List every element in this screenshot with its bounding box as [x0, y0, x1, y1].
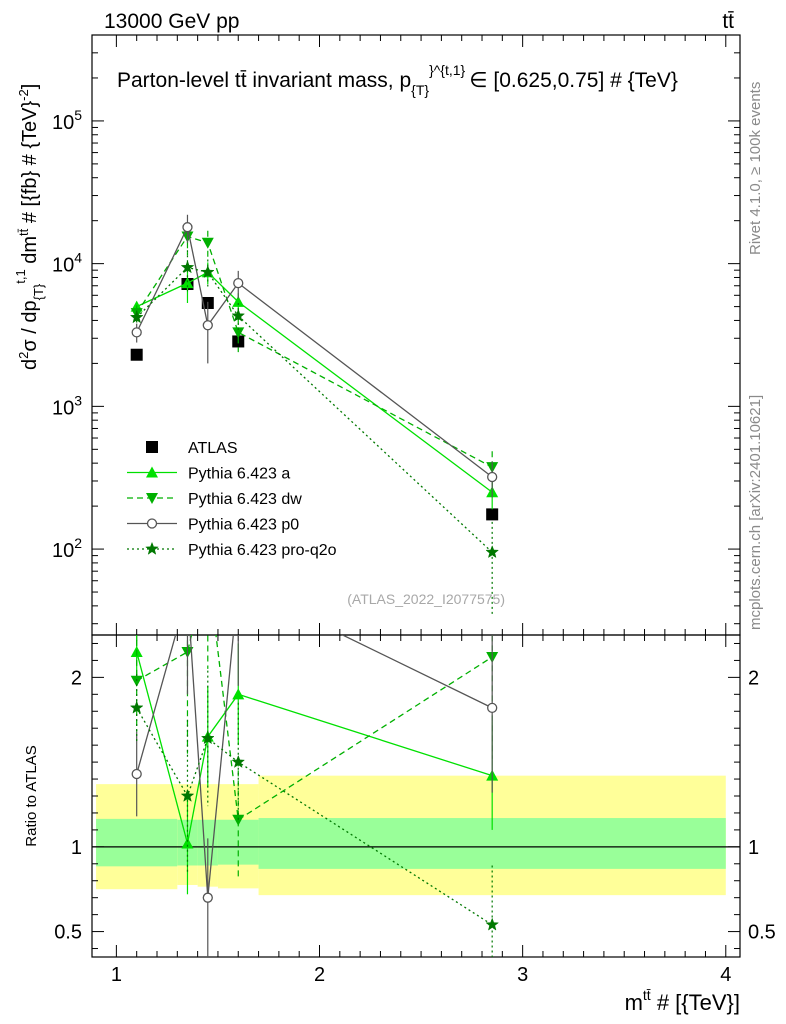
header-right: tt̄	[722, 10, 734, 33]
y-tick-label-ratio: 1	[71, 837, 82, 859]
data-point	[487, 471, 498, 483]
legend-label: Pythia 6.423 pro-q2o	[188, 542, 337, 559]
ratio-point	[131, 768, 142, 780]
y-tick-label-main: 105	[52, 107, 82, 134]
y-tick-label-ratio-right: 1	[748, 837, 759, 859]
data-point	[200, 265, 215, 279]
axes-ticks: 1 2 3 4 102 103 104 105 0.5 0.5 1 1 2 2	[52, 34, 776, 986]
chart-title: Parton-level tt̄ invariant mass, p{T}}^{…	[117, 62, 678, 98]
x-tick-label: 3	[517, 964, 528, 986]
y-tick-label-ratio-right: 0.5	[748, 922, 776, 944]
ratio-point	[234, 580, 243, 589]
y-tick-label-ratio: 0.5	[54, 922, 82, 944]
data-point	[233, 277, 244, 289]
legend-label: ATLAS	[188, 440, 238, 457]
ratio-uncertainty-bands	[92, 775, 740, 896]
series-pythia-6-423-dw	[130, 222, 499, 489]
main-series	[129, 214, 500, 615]
series-atlas	[130, 278, 499, 521]
data-point	[180, 260, 195, 274]
rivet-label: Rivet 4.1.0, ≥ 100k events	[747, 82, 764, 255]
data-point	[131, 327, 142, 338]
ratio-line	[136, 635, 493, 821]
x-tick-label: 4	[720, 964, 731, 986]
ratio-point	[231, 754, 246, 768]
data-point	[201, 237, 214, 249]
legend-label: Pythia 6.423 p0	[188, 517, 299, 534]
series-pythia-6-423-a	[130, 262, 499, 510]
ratio-pythia-6-423-p0	[131, 580, 498, 957]
y-tick-label-ratio: 2	[71, 667, 82, 689]
ratio-series	[129, 562, 500, 957]
y-tick-label-main: 104	[52, 250, 82, 277]
y-tick-label-ratio-right: 2	[748, 667, 759, 689]
x-axis-label: mtt̄ # [{TeV}]	[625, 987, 740, 1015]
legend-marker	[146, 518, 158, 529]
legend-label: Pythia 6.423 a	[188, 466, 290, 483]
band-inner	[96, 818, 178, 867]
ratio-point	[202, 562, 214, 573]
ratio-line	[136, 707, 493, 926]
ratio-point	[232, 814, 245, 826]
data-point	[232, 295, 245, 307]
x-tick-label: 1	[111, 964, 122, 986]
mcplots-label: mcplots.cern.ch [arXiv:2401.10621]	[747, 395, 764, 630]
series-line	[136, 271, 493, 493]
data-point	[130, 348, 143, 361]
legend-label: Pythia 6.423 dw	[188, 491, 302, 508]
ratio-point	[485, 917, 500, 931]
legend-marker	[145, 541, 159, 555]
ratio-point	[181, 837, 194, 849]
legend-marker	[146, 493, 158, 504]
legend: ATLAS Pythia 6.423 a Pythia 6.423 dw Pythia…	[127, 440, 337, 559]
main-y-axis-label: d2σ / dp{T}t,1 dmtt̄ # [{fb} # {TeV}-2]	[13, 84, 46, 370]
ratio-point	[200, 731, 215, 745]
legend-marker	[146, 441, 158, 453]
series-pythia-6-423-p0	[131, 214, 498, 498]
data-point	[231, 308, 246, 322]
x-tick-label: 2	[314, 964, 325, 986]
y-tick-label-main: 103	[52, 392, 82, 419]
data-point	[486, 508, 499, 521]
ratio-pythia-6-423-pro-q2o	[129, 670, 500, 957]
data-point	[232, 327, 245, 339]
ratio-point	[487, 702, 498, 714]
ratio-y-axis-label: Ratio to ATLAS	[23, 745, 40, 846]
ratio-point	[180, 788, 195, 802]
ratio-point	[183, 588, 192, 597]
ratio-point	[130, 675, 143, 687]
ratio-point	[202, 892, 213, 903]
data-point	[129, 310, 144, 324]
analysis-watermark: (ATLAS_2022_I2077575)	[347, 591, 505, 607]
data-point	[485, 545, 500, 559]
series-pythia-6-423-pro-q2o	[129, 250, 500, 615]
legend-marker	[146, 466, 158, 478]
ratio-point	[129, 700, 144, 714]
data-point	[182, 222, 193, 233]
series-line	[136, 266, 493, 553]
y-tick-label-main: 102	[52, 535, 82, 562]
data-point	[181, 277, 194, 289]
ratio-point	[232, 688, 245, 700]
data-point	[202, 320, 213, 331]
header-left: 13000 GeV pp	[104, 10, 239, 33]
